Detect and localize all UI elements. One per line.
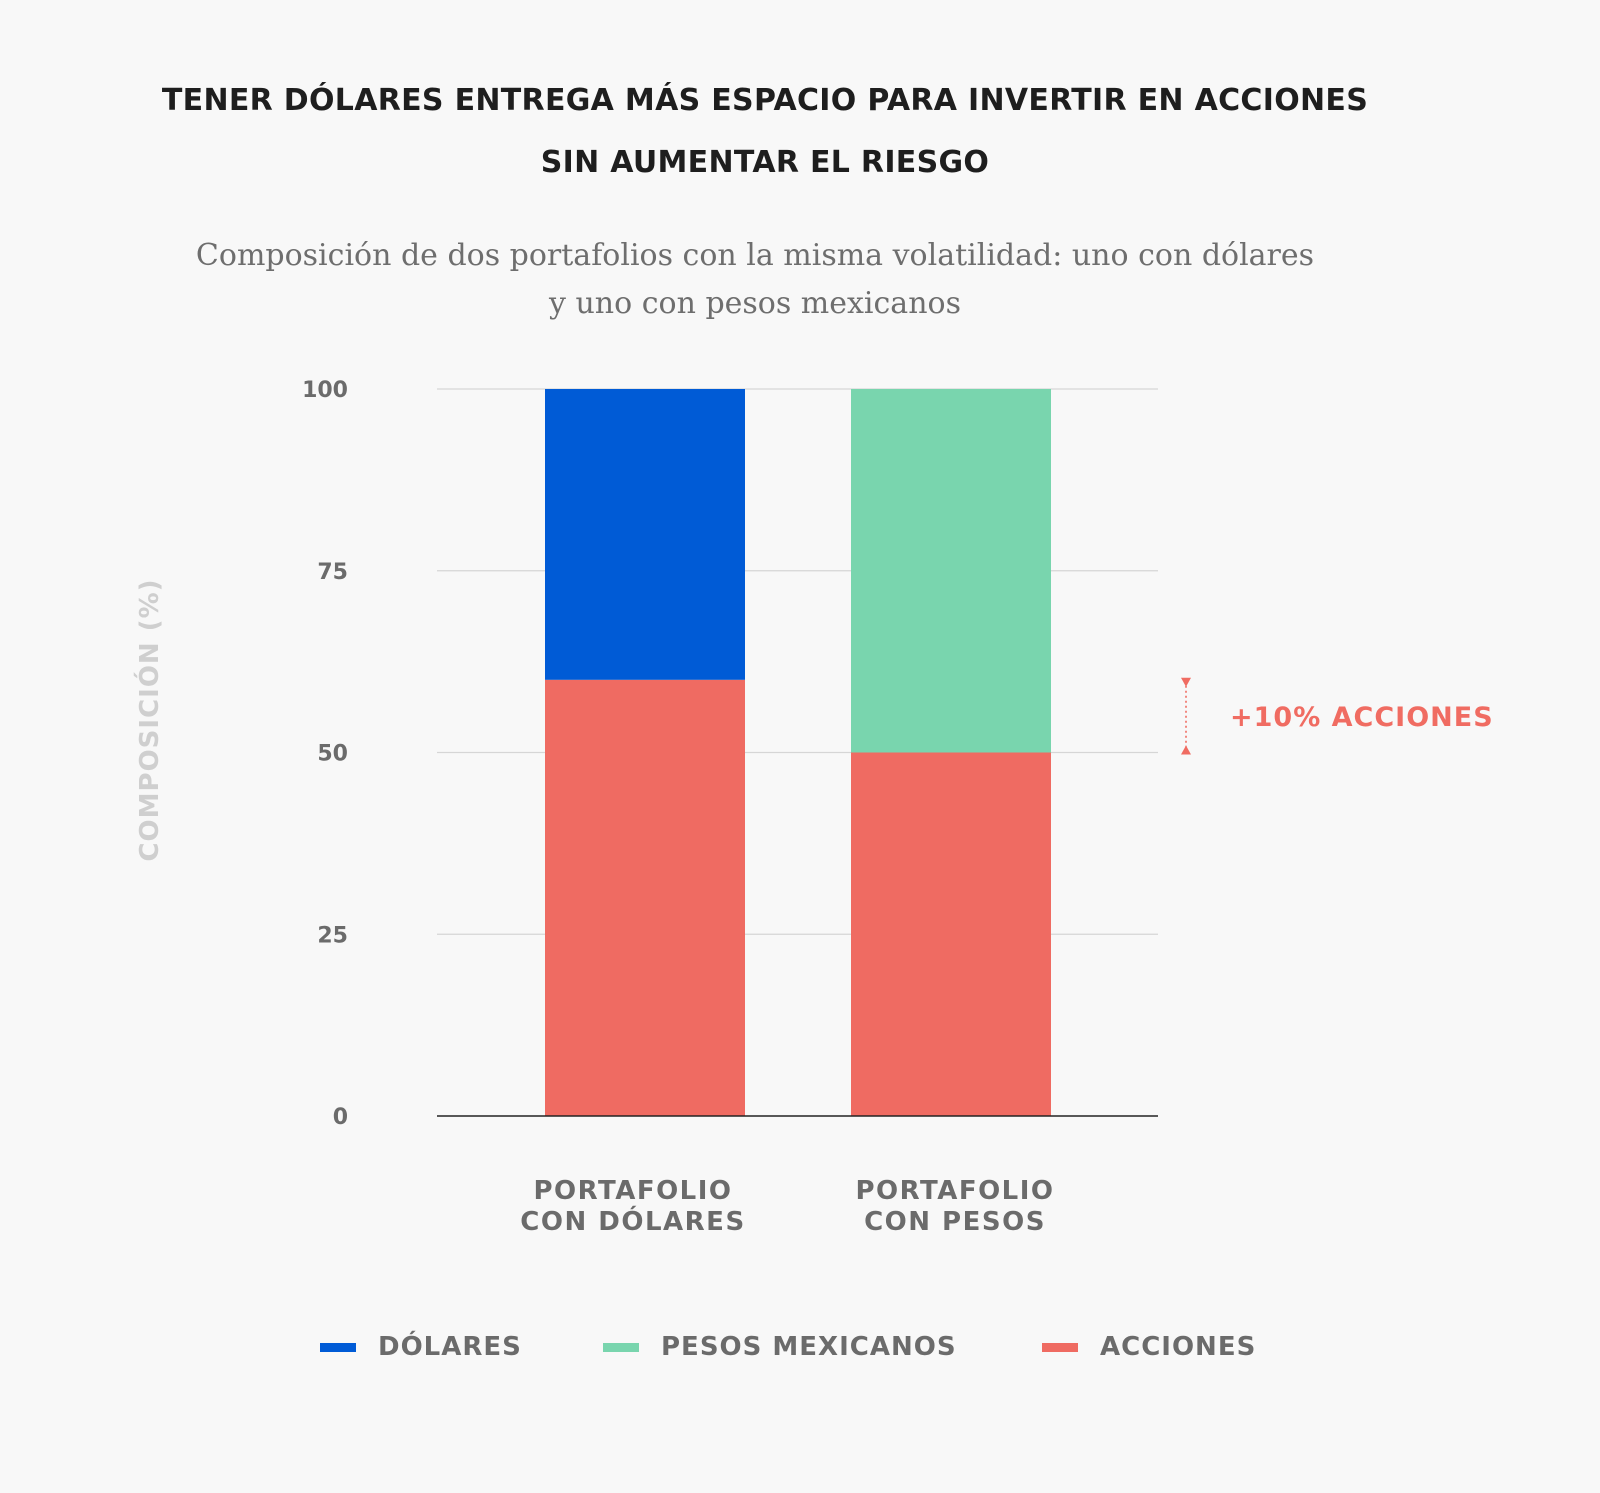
- y-tick-label: 100: [302, 378, 348, 403]
- y-tick-label: 50: [317, 742, 348, 767]
- y-axis-label: COMPOSICIÓN (%): [133, 578, 165, 861]
- legend-item: PESOS MEXICANOS: [603, 1332, 957, 1362]
- x-tick-label: PORTAFOLIO: [855, 1176, 1054, 1206]
- legend-item: DÓLARES: [320, 1332, 522, 1362]
- x-tick-label: PORTAFOLIO: [533, 1176, 732, 1206]
- annotation-arrow-up-icon: [1181, 745, 1191, 755]
- x-tick-label: CON PESOS: [864, 1207, 1046, 1237]
- chart-subtitle-line: y uno con pesos mexicanos: [549, 286, 961, 321]
- legend-swatch: [603, 1342, 639, 1352]
- y-tick-label: 0: [333, 1105, 348, 1130]
- bar-segment: [851, 389, 1051, 753]
- chart-subtitle-line: Composición de dos portafolios con la mi…: [195, 238, 1315, 273]
- bar-segment: [545, 389, 745, 680]
- chart-title-line: SIN AUMENTAR EL RIESGO: [540, 145, 990, 180]
- legend-label: DÓLARES: [378, 1332, 522, 1362]
- legend: DÓLARES PESOS MEXICANOS ACCIONES: [0, 1332, 1600, 1372]
- y-tick-label: 75: [317, 560, 348, 585]
- chart-subtitle: Composición de dos portafolios con la mi…: [0, 232, 1510, 328]
- x-tick-label: CON DÓLARES: [520, 1205, 745, 1237]
- chart-title-line: TENER DÓLARES ENTREGA MÁS ESPACIO PARA I…: [161, 83, 1369, 118]
- legend-label: PESOS MEXICANOS: [661, 1332, 957, 1362]
- annotation-layer: +10% ACCIONES: [1181, 677, 1494, 755]
- legend-swatch: [1042, 1342, 1078, 1352]
- chart-title: TENER DÓLARES ENTREGA MÁS ESPACIO PARA I…: [0, 70, 1530, 194]
- bar-layer: [545, 389, 1051, 1116]
- annotation-label: +10% ACCIONES: [1230, 702, 1494, 733]
- y-tick-label: 25: [317, 923, 348, 948]
- legend-label: ACCIONES: [1100, 1332, 1257, 1362]
- annotation-arrow-down-icon: [1181, 677, 1191, 687]
- legend-item: ACCIONES: [1042, 1332, 1256, 1362]
- legend-swatch: [320, 1342, 356, 1352]
- bar-segment: [545, 679, 745, 1116]
- bar-segment: [851, 752, 1051, 1116]
